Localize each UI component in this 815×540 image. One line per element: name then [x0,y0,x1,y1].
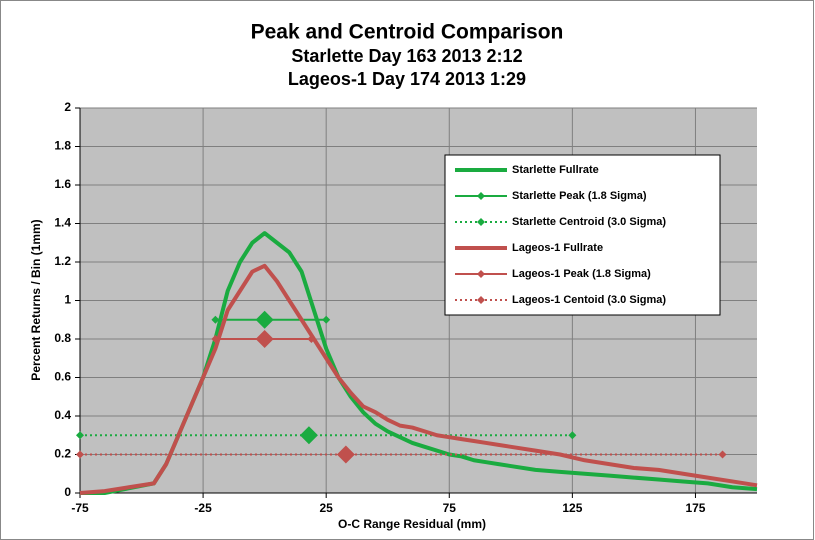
legend-label: Lageos-1 Fullrate [512,242,603,254]
legend-label: Starlette Centroid (3.0 Sigma) [512,216,666,228]
y-tick-label: 0.6 [54,370,71,384]
y-tick-label: 0.2 [54,447,71,461]
y-axis-label: Percent Returns / Bin (1mm) [29,219,43,380]
y-tick-label: 1.8 [54,139,71,153]
y-tick-label: 1 [64,293,71,307]
series-line [80,231,758,495]
legend-box [444,154,721,316]
legend-marker [477,296,485,304]
legend-marker [477,270,485,278]
data-point [322,315,331,324]
y-tick-label: 1.4 [54,216,71,230]
x-tick-label: -25 [194,501,212,515]
y-tick-label: 0.8 [54,331,71,345]
data-point [255,310,274,329]
data-point [76,431,84,440]
data-point [211,335,220,343]
y-tick-label: 0 [64,485,71,499]
y-tick-label: 1.2 [54,254,71,268]
x-axis-label: O-C Range Residual (mm) [338,517,486,531]
chart-title: Peak and Centroid Comparison [251,21,564,44]
y-tick-label: 2 [64,100,71,114]
data-point [76,450,84,459]
data-point [211,315,220,324]
x-tick-label: 125 [562,501,582,515]
y-tick-label: 0.4 [54,408,71,422]
x-tick-label: 75 [443,501,457,515]
data-point [718,450,727,459]
legend: Starlette Fullrate Starlette Peak (1.8 Si… [444,154,721,316]
chart-subtitle: Starlette Day 163 2013 2:12 [291,46,522,66]
data-point [255,330,274,348]
y-tick-label: 1.6 [54,177,71,191]
legend-label: Starlette Peak (1.8 Sigma) [512,190,647,202]
legend-label: Lageos-1 Centoid (3.0 Sigma) [512,294,666,306]
chart-subtitle: Lageos-1 Day 174 2013 1:29 [288,69,526,89]
legend-label: Starlette Fullrate [512,164,599,176]
series-line [79,263,758,495]
data-point [307,335,316,343]
legend-marker [477,218,485,226]
legend-label: Lageos-1 Peak (1.8 Sigma) [512,268,651,280]
data-point [299,426,318,445]
x-tick-label: -75 [71,501,89,515]
data-point [568,431,577,440]
data-point [336,445,355,464]
legend-marker [477,192,485,200]
x-tick-label: 175 [685,501,705,515]
x-tick-label: 25 [320,501,334,515]
